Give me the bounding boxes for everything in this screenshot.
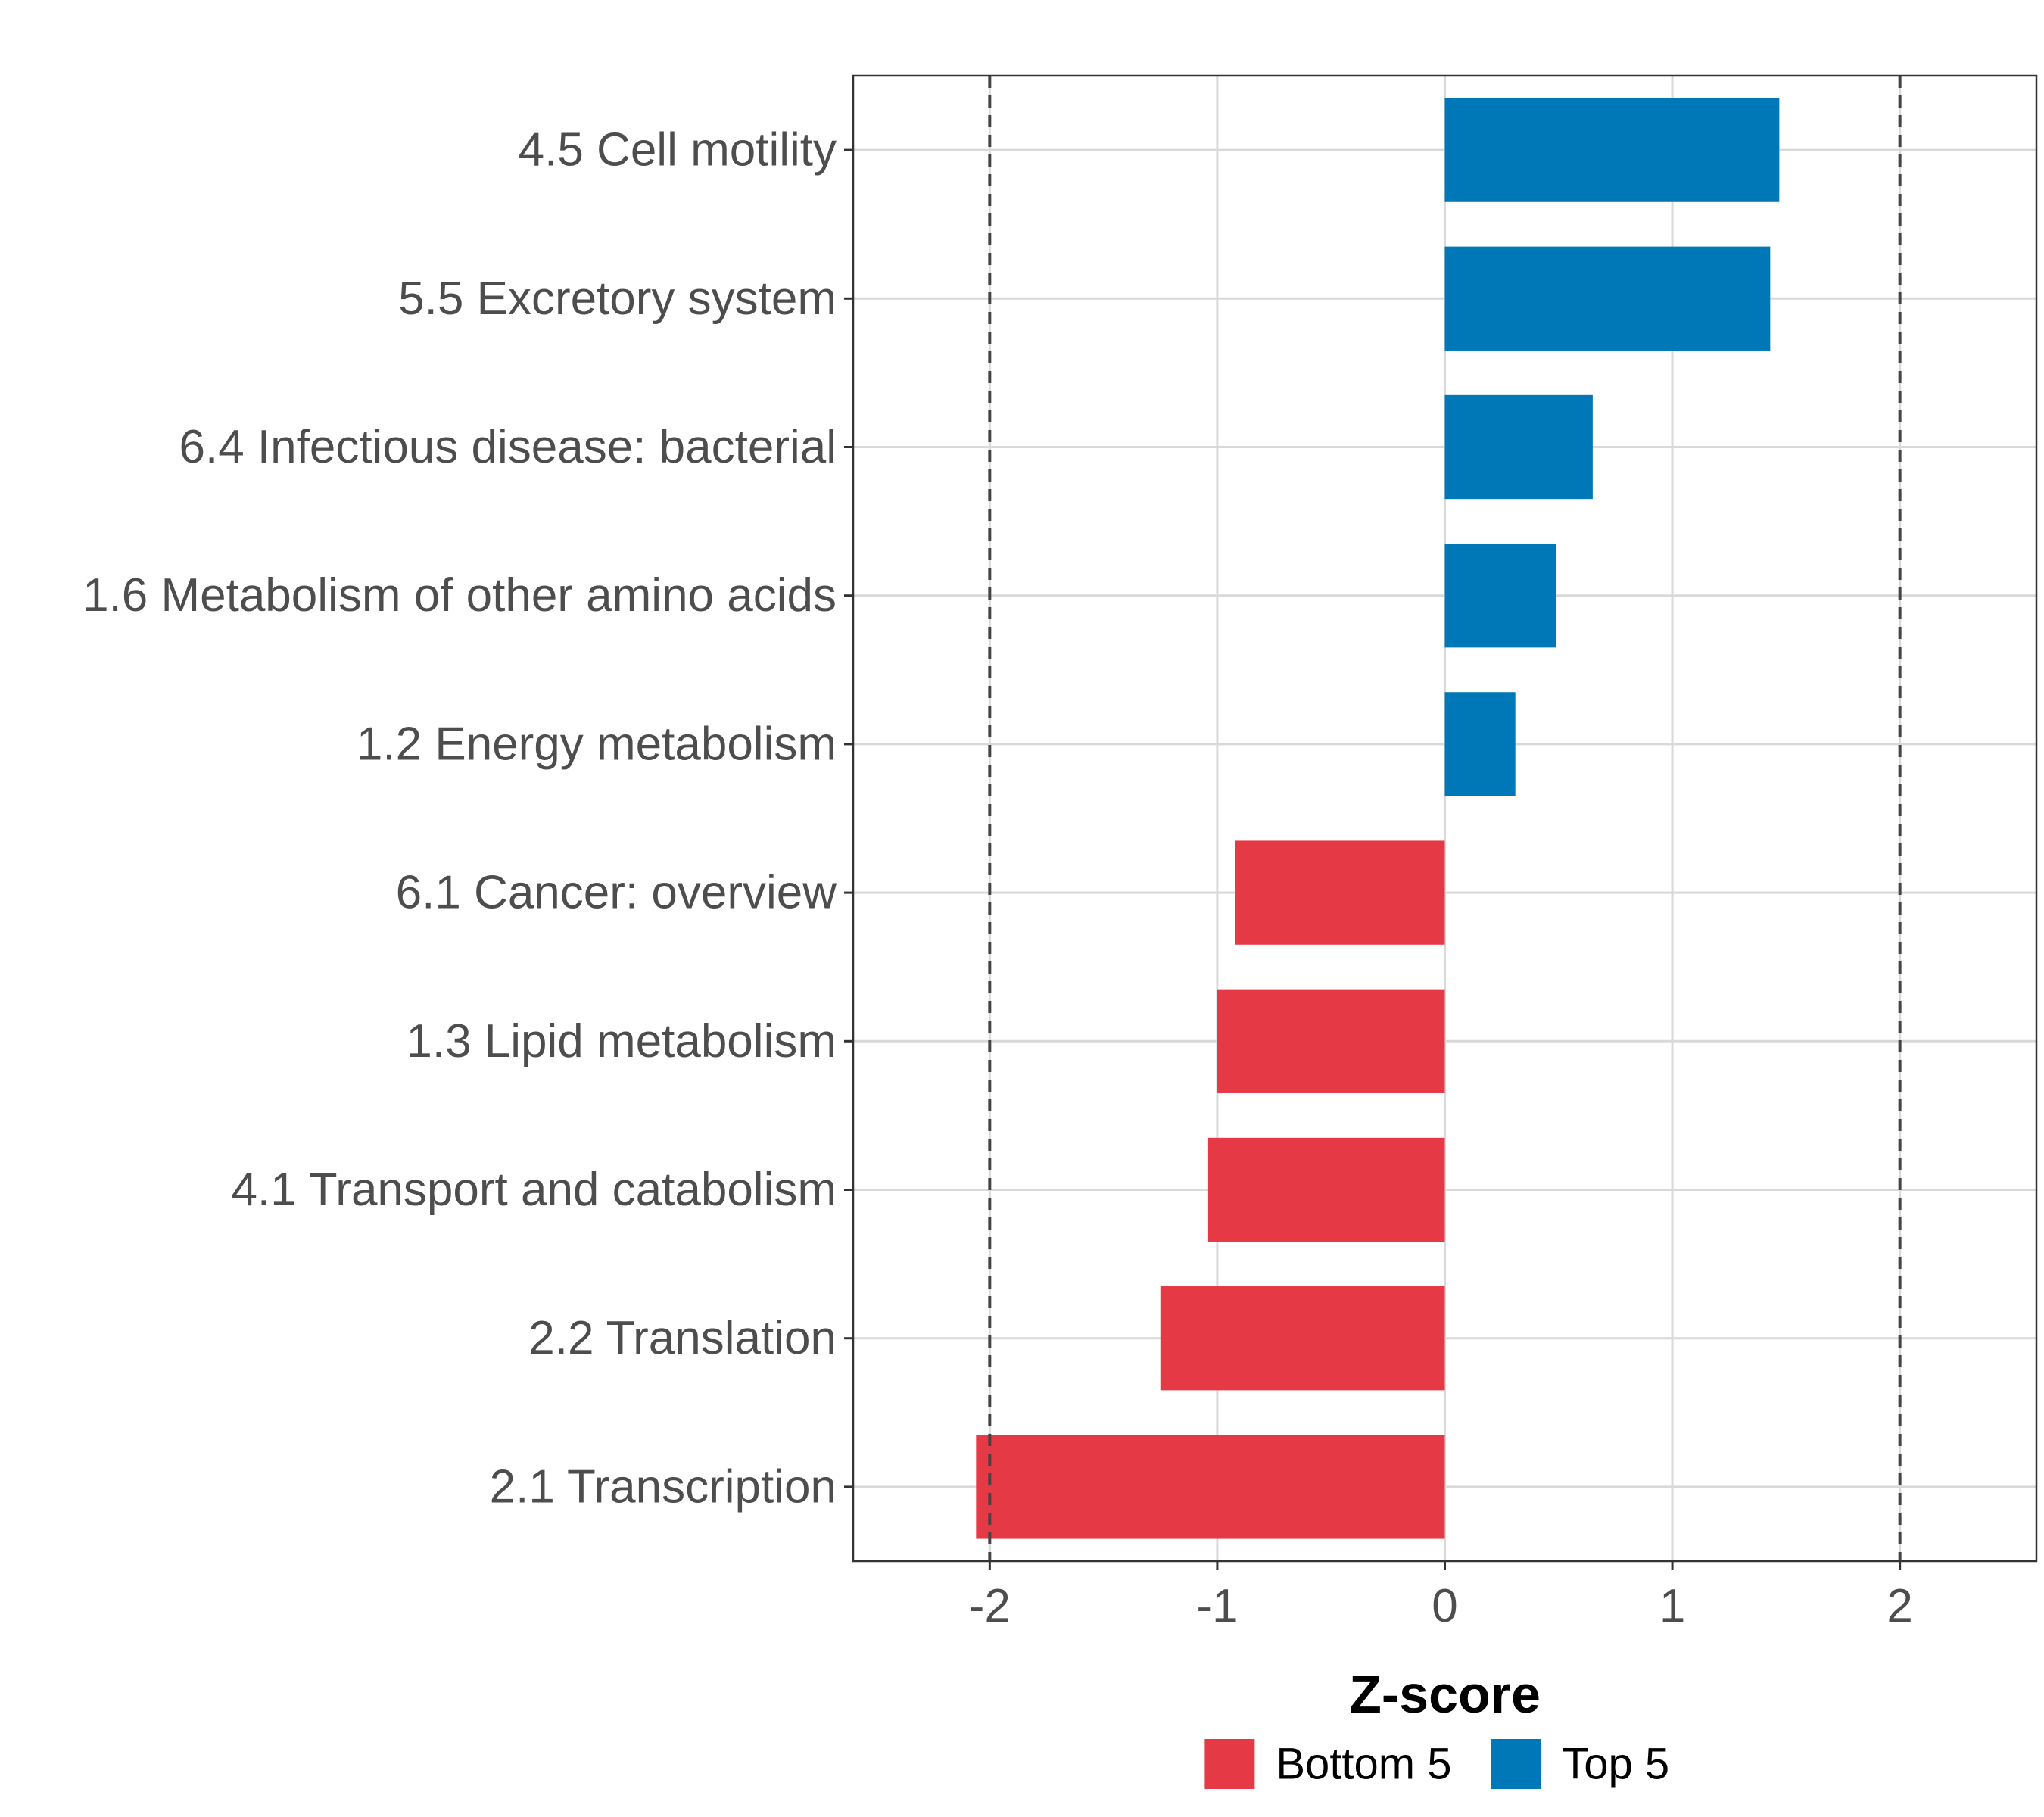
- legend-swatch: [1491, 1739, 1541, 1789]
- legend-label: Top 5: [1562, 1740, 1669, 1789]
- category-label: 6.4 Infectious disease: bacterial: [179, 421, 837, 473]
- x-tick-label: -2: [969, 1580, 1011, 1632]
- category-label: 4.1 Transport and catabolism: [231, 1164, 837, 1216]
- bar: [1444, 246, 1771, 351]
- bar: [1444, 98, 1780, 202]
- category-label: 2.2 Translation: [528, 1312, 837, 1364]
- bar: [1444, 394, 1593, 500]
- category-label: 1.2 Energy metabolism: [357, 718, 837, 770]
- x-tick-label: 1: [1659, 1580, 1685, 1632]
- category-label: 5.5 Excretory system: [398, 273, 837, 325]
- x-tick-label: 0: [1432, 1580, 1457, 1632]
- legend-label: Bottom 5: [1276, 1740, 1451, 1789]
- bar: [1217, 989, 1445, 1093]
- x-axis-title: Z-score: [1349, 1665, 1541, 1724]
- x-tick-label: 2: [1887, 1580, 1912, 1632]
- bar: [1444, 544, 1556, 648]
- legend-swatch: [1204, 1739, 1255, 1789]
- bar: [1444, 692, 1516, 796]
- x-tick-labels: -2 -1 0 1 2: [969, 1580, 1913, 1632]
- bar: [1160, 1286, 1445, 1391]
- bar: [1235, 840, 1445, 945]
- x-tick-label: -1: [1196, 1580, 1238, 1632]
- reference-lines: [988, 76, 1902, 1561]
- category-label: 4.5 Cell motility: [519, 124, 837, 176]
- bar: [1207, 1137, 1445, 1242]
- bars: [976, 98, 1780, 1539]
- legend: Bottom 5 Top 5: [1204, 1739, 1669, 1789]
- category-labels: 4.5 Cell motility 5.5 Excretory system 6.4…: [83, 124, 837, 1513]
- axis-ticks: [844, 148, 1902, 1570]
- category-label: 1.3 Lipid metabolism: [406, 1015, 837, 1067]
- category-label: 6.1 Cancer: overview: [396, 867, 837, 919]
- category-label: 1.6 Metabolism of other amino acids: [83, 569, 837, 622]
- category-label: 2.1 Transcription: [490, 1460, 837, 1513]
- bar: [976, 1435, 1445, 1539]
